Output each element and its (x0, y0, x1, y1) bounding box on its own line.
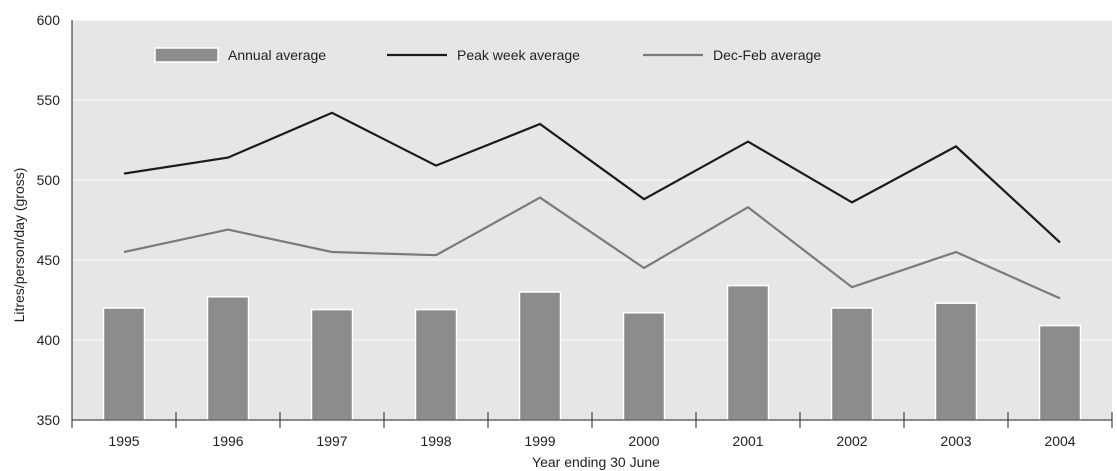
bar (310, 308, 354, 421)
x-axis-title: Year ending 30 June (532, 454, 660, 470)
x-tick-label: 2000 (628, 433, 659, 449)
bar (830, 307, 874, 421)
y-tick-label: 400 (37, 332, 61, 348)
x-tick-label: 2002 (836, 433, 867, 449)
line-peak-week-average (123, 111, 1061, 244)
bar-series (102, 284, 1082, 421)
x-tick-label: 2001 (732, 433, 763, 449)
x-tick-label: 1999 (524, 433, 555, 449)
y-axis: 350 400 450 500 550 600 (37, 12, 73, 428)
bar (622, 312, 666, 421)
y-tick-label: 350 (37, 412, 61, 428)
bar (414, 308, 458, 421)
x-tick-label: 1996 (212, 433, 243, 449)
y-axis-title: Litres/person/day (gross) (11, 168, 27, 323)
bar (934, 302, 978, 421)
bar (206, 296, 250, 421)
legend-label: Annual average (228, 47, 326, 63)
bar (726, 284, 770, 421)
y-tick-label: 550 (37, 92, 61, 108)
bar (1038, 324, 1082, 421)
y-tick-label: 450 (37, 252, 61, 268)
line-series (123, 111, 1061, 300)
legend-label: Peak week average (457, 47, 580, 63)
x-tick-label: 1998 (420, 433, 451, 449)
y-tick-label: 500 (37, 172, 61, 188)
y-tick-label: 600 (37, 12, 61, 28)
x-tick-label: 2003 (940, 433, 971, 449)
bar (102, 307, 146, 421)
x-tick-label: 1997 (316, 433, 347, 449)
legend-swatch-bar (154, 47, 219, 63)
line-dec-feb-average (123, 196, 1061, 300)
legend-label: Dec-Feb average (713, 47, 821, 63)
x-tick-label: 2004 (1044, 433, 1075, 449)
legend: Annual average Peak week average Dec-Feb a… (154, 47, 821, 63)
x-tick-label: 1995 (108, 433, 139, 449)
x-axis: 1995 1996 1997 1998 1999 2000 2001 2002 2003 2004 (71, 412, 1113, 449)
bar (518, 291, 562, 421)
